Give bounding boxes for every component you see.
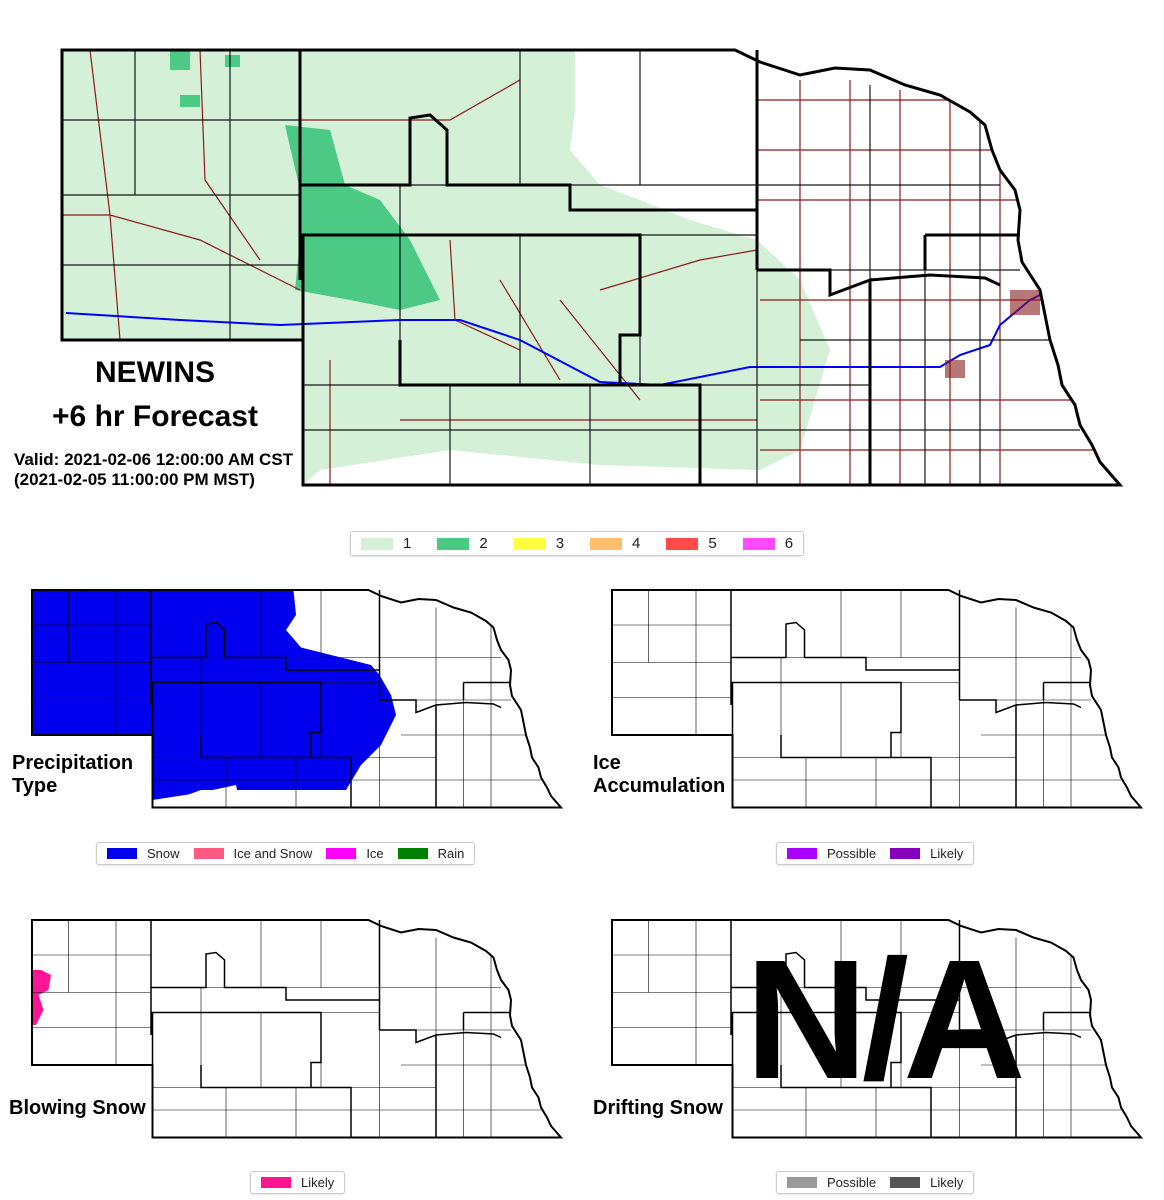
legend-swatch: [742, 537, 775, 550]
precip-type-legend: Snow Ice and Snow Ice Rain: [96, 842, 476, 865]
legend-item: 6: [742, 535, 793, 552]
valid-time-cst: Valid: 2021-02-06 12:00:00 AM CST: [14, 450, 294, 469]
main-legend: 1 2 3 4 5 6: [350, 531, 805, 556]
legend-item: Likely: [890, 846, 963, 861]
blowing-snow-map: [31, 919, 562, 1139]
legend-item: Possible: [787, 1175, 876, 1190]
legend-item: 4: [590, 535, 640, 552]
precipitation-type-map: [31, 589, 562, 809]
model-title: NEWINS: [95, 356, 215, 389]
main-map: [60, 48, 1122, 487]
legend-swatch: [590, 537, 623, 550]
valid-time-mst: (2021-02-05 11:00:00 PM MST): [14, 470, 255, 489]
legend-item: 5: [666, 535, 717, 552]
legend-item: Likely: [890, 1175, 963, 1190]
legend-item: 3: [513, 535, 564, 552]
legend-item: Rain: [397, 846, 464, 861]
category-1-area: [62, 50, 830, 485]
blowing-snow-likely-area: [32, 970, 51, 1025]
forecast-title: +6 hr Forecast: [52, 400, 258, 433]
drifting-snow-title: Drifting Snow: [593, 1097, 723, 1119]
ice-accumulation-title: Ice Accumulation: [593, 752, 726, 797]
legend-swatch: [666, 537, 699, 550]
legend-item: Snow: [107, 846, 180, 861]
blowing-snow-title: Blowing Snow: [9, 1097, 146, 1119]
legend-item: Likely: [261, 1175, 334, 1190]
snow-area: [32, 590, 396, 808]
legend-swatch: [513, 537, 546, 550]
legend-item: 2: [437, 535, 488, 552]
legend-item: 1: [361, 535, 411, 552]
legend-swatch: [361, 537, 393, 550]
precip-type-title: Precipitation Type: [12, 752, 134, 797]
legend-item: Ice and Snow: [193, 846, 312, 861]
not-available-overlay: N/A: [745, 925, 1026, 1115]
legend-swatch: [437, 537, 470, 550]
drifting-snow-legend: Possible Likely: [776, 1171, 975, 1194]
category-2-area: [285, 125, 440, 310]
legend-item: Ice: [326, 846, 384, 861]
legend-item: Possible: [787, 846, 876, 861]
blowing-snow-legend: Likely: [250, 1171, 346, 1194]
ice-legend: Possible Likely: [776, 842, 975, 865]
